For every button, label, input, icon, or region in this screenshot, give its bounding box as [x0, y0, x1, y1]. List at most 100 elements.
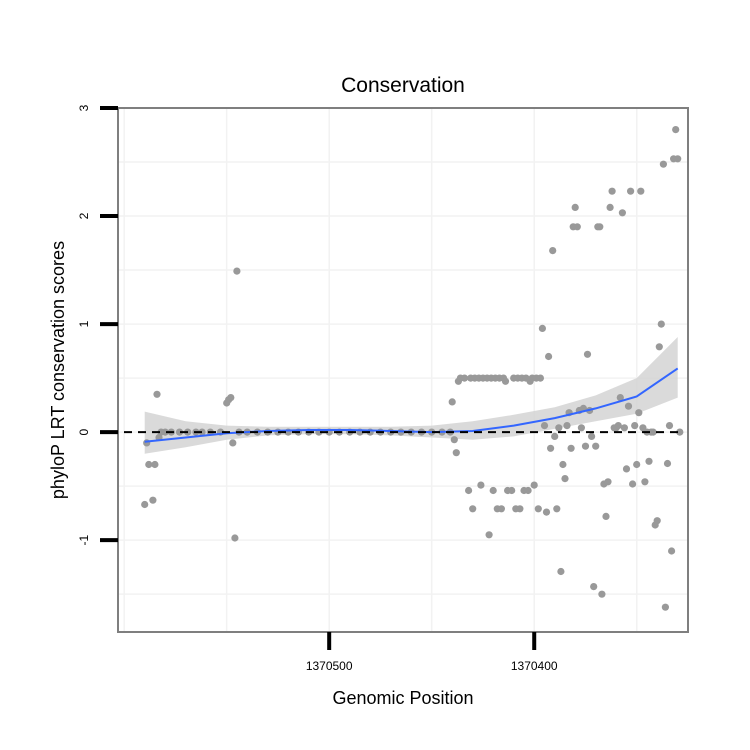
data-point: [469, 505, 477, 513]
data-point: [606, 203, 614, 211]
data-point: [530, 481, 538, 489]
data-point: [604, 478, 612, 486]
data-point: [547, 444, 555, 452]
data-point: [567, 444, 575, 452]
data-point: [450, 436, 458, 444]
data-point: [655, 343, 663, 351]
data-point: [624, 402, 633, 410]
y-tick-label: 1: [77, 320, 91, 327]
data-point: [668, 547, 676, 555]
data-point: [657, 320, 665, 328]
data-point: [198, 428, 206, 436]
data-point: [653, 517, 661, 525]
data-point: [590, 583, 598, 591]
data-point: [559, 460, 567, 469]
data-point: [637, 187, 645, 195]
data-point: [581, 442, 590, 450]
data-point: [577, 424, 586, 432]
x-axis-label: Genomic Position: [332, 688, 473, 708]
data-point: [676, 428, 684, 436]
y-tick-label: -1: [77, 535, 91, 546]
data-point: [659, 160, 668, 168]
data-point: [508, 486, 516, 495]
data-point: [536, 374, 545, 382]
data-point: [641, 478, 649, 486]
data-point: [175, 428, 184, 436]
data-point: [573, 223, 581, 231]
data-point: [614, 422, 622, 430]
data-point: [661, 603, 670, 611]
data-point: [545, 352, 553, 361]
data-point: [497, 505, 505, 513]
data-point: [145, 460, 153, 469]
data-point: [485, 531, 493, 539]
y-tick-label: 2: [77, 212, 91, 219]
grid-lines: [118, 108, 688, 632]
panel-background: [118, 108, 688, 632]
data-point: [672, 126, 680, 134]
data-point: [551, 432, 559, 440]
data-point: [561, 475, 569, 483]
data-point: [524, 486, 532, 495]
data-point: [608, 187, 616, 195]
data-point: [477, 481, 485, 489]
data-point: [141, 500, 149, 509]
data-point: [631, 422, 639, 430]
data-point: [557, 567, 565, 576]
data-point: [151, 460, 159, 469]
data-point: [592, 442, 600, 450]
data-point: [231, 534, 239, 542]
data-point: [674, 155, 682, 163]
data-point: [153, 390, 161, 398]
data-point: [233, 267, 241, 275]
data-point: [542, 508, 551, 516]
data-point: [602, 512, 610, 521]
data-point: [448, 398, 456, 406]
data-point: [540, 422, 549, 430]
data-point: [452, 449, 460, 457]
data-points: [141, 126, 684, 611]
data-point: [516, 505, 524, 513]
data-point: [563, 422, 571, 430]
data-point: [501, 377, 510, 385]
plot-panel: [117, 107, 689, 633]
data-point: [149, 496, 157, 504]
data-point: [620, 424, 629, 432]
y-axis-label: phyloP LRT conservation scores: [48, 241, 68, 499]
data-point: [618, 209, 627, 217]
x-tick-label: 1370400: [511, 659, 558, 673]
data-point: [227, 394, 235, 402]
data-point: [598, 590, 606, 598]
data-point: [553, 505, 561, 513]
data-point: [571, 203, 579, 211]
data-point: [460, 374, 469, 382]
data-point: [549, 247, 557, 255]
data-point: [583, 350, 592, 358]
data-point: [627, 187, 635, 195]
y-tick-label: 0: [77, 428, 91, 435]
data-point: [596, 223, 604, 231]
data-point: [629, 480, 637, 488]
data-point: [616, 394, 624, 402]
data-point: [649, 428, 657, 436]
x-axis: 1370500 1370400: [306, 632, 558, 673]
data-point: [489, 486, 497, 495]
y-tick-label: 3: [77, 104, 91, 111]
x-tick-label: 1370500: [306, 659, 353, 673]
data-point: [538, 324, 547, 332]
data-point: [645, 457, 653, 465]
y-axis: -1 0 1 2 3: [77, 104, 118, 546]
data-point: [633, 460, 641, 469]
chart-title: Conservation: [341, 74, 465, 97]
data-point: [663, 459, 672, 468]
data-point: [665, 422, 674, 430]
data-point: [588, 432, 596, 440]
panel-border: [117, 107, 689, 633]
data-point: [465, 486, 473, 495]
data-point: [229, 439, 237, 447]
data-point: [555, 424, 563, 432]
data-point: [161, 428, 169, 436]
data-point: [635, 409, 643, 417]
data-point: [534, 505, 542, 513]
